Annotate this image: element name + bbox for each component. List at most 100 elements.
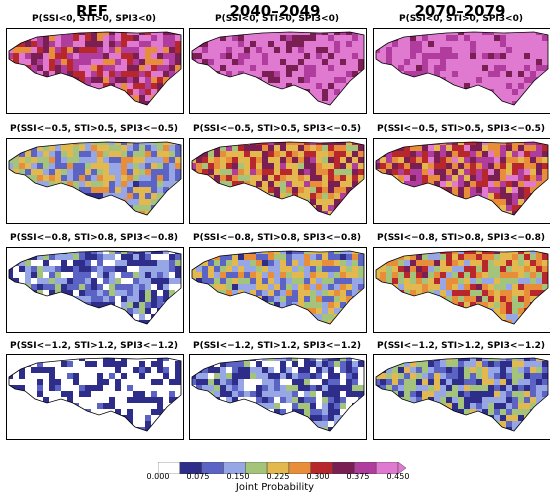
map-cell: [358, 193, 364, 199]
map-cell: [470, 278, 476, 284]
map-cell: [43, 211, 49, 215]
map-cell: [238, 409, 244, 415]
map-cell: [328, 89, 334, 95]
map-cell: [280, 71, 286, 77]
map-cell: [175, 101, 181, 105]
map-cell: [121, 358, 127, 361]
map-cell: [37, 266, 43, 272]
map-cell: [73, 397, 79, 403]
map-cell: [127, 278, 133, 284]
map-cell: [13, 32, 19, 35]
map-cell: [244, 65, 250, 71]
map-cell: [214, 83, 220, 89]
map-cell: [476, 142, 482, 145]
map-cell: [250, 391, 256, 397]
map-cell: [340, 187, 346, 193]
map-cell: [434, 320, 440, 324]
map-cell: [488, 41, 494, 47]
map-cell: [416, 391, 422, 397]
map-cell: [422, 415, 428, 421]
map-cell: [274, 391, 280, 397]
map-cell: [85, 32, 91, 35]
map-cell: [196, 361, 202, 367]
map-cell: [452, 391, 458, 397]
map-cell: [73, 71, 79, 77]
probability-map: [373, 247, 550, 333]
map-cell: [494, 379, 500, 385]
map-cell: [192, 199, 196, 205]
map-cell: [250, 326, 256, 332]
map-cell: [9, 142, 13, 145]
map-cell: [328, 290, 334, 296]
map-cell: [115, 314, 121, 320]
map-cell: [328, 151, 334, 157]
map-cell: [410, 193, 416, 199]
map-cell: [380, 308, 386, 314]
map-cell: [97, 379, 103, 385]
map-cell: [386, 254, 392, 260]
map-cell: [488, 77, 494, 83]
map-cell: [274, 409, 280, 415]
map-cell: [542, 403, 548, 409]
map-cell: [512, 142, 518, 145]
map-cell: [488, 358, 494, 361]
map-cell: [19, 308, 25, 314]
map-cell: [298, 433, 304, 439]
map-cell: [392, 142, 398, 145]
map-cell: [458, 187, 464, 193]
map-cell: [175, 95, 181, 101]
map-cell: [133, 47, 139, 53]
map-cell: [304, 205, 310, 211]
map-cell: [512, 385, 518, 391]
map-cell: [208, 157, 214, 163]
map-cell: [542, 211, 548, 215]
map-cell: [530, 320, 536, 324]
map-cell: [169, 296, 175, 302]
map-cell: [404, 254, 410, 260]
map-cell: [250, 77, 256, 83]
map-cell: [145, 367, 151, 373]
map-cell: [376, 83, 380, 89]
map-cell: [470, 107, 476, 113]
map-cell: [536, 145, 542, 151]
map-cell: [67, 403, 73, 409]
map-cell: [376, 358, 380, 361]
map-cell: [346, 163, 352, 169]
map-cell: [530, 175, 536, 181]
map-cell: [67, 41, 73, 47]
map-cell: [518, 217, 524, 223]
map-cell: [524, 95, 530, 101]
map-cell: [422, 53, 428, 59]
map-cell: [220, 296, 226, 302]
map-cell: [61, 403, 67, 409]
map-cell: [292, 314, 298, 320]
map-cell: [404, 217, 410, 223]
map-cell: [494, 65, 500, 71]
map-cell: [202, 385, 208, 391]
map-cell: [398, 47, 404, 53]
map-cell: [37, 326, 43, 332]
map-cell: [250, 302, 256, 308]
map-cell: [410, 142, 416, 145]
map-cell: [175, 107, 181, 113]
map-cell: [37, 77, 43, 83]
panel-title: P(SSI<0, STI>0, SPI3<0): [32, 14, 156, 24]
map-cell: [73, 142, 79, 145]
map-cell: [386, 89, 392, 95]
map-cell: [530, 142, 536, 145]
map-cell: [328, 391, 334, 397]
map-cell: [274, 47, 280, 53]
map-cell: [316, 290, 322, 296]
map-cell: [97, 427, 103, 431]
map-cell: [274, 314, 280, 320]
map-cell: [73, 391, 79, 397]
map-cell: [226, 199, 232, 205]
map-cell: [464, 296, 470, 302]
map-cell: [268, 320, 274, 324]
map-cell: [298, 35, 304, 41]
map-cell: [286, 101, 292, 105]
map-cell: [452, 379, 458, 385]
map-cell: [79, 367, 85, 373]
map-cell: [115, 71, 121, 77]
map-cell: [322, 95, 328, 101]
